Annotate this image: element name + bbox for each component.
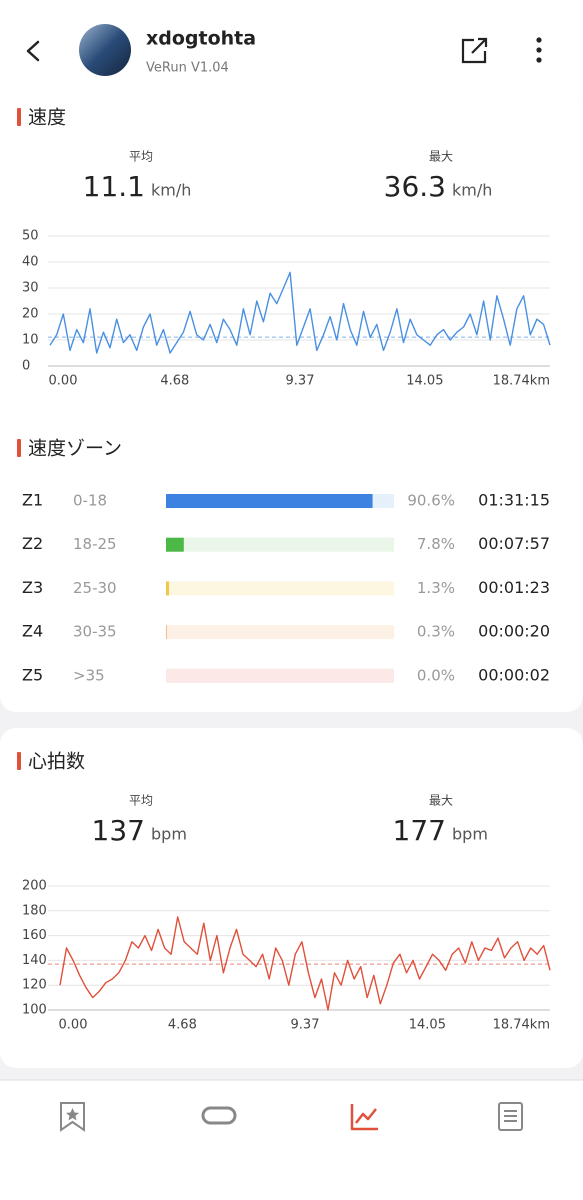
y-tick-label: 160 <box>22 928 47 943</box>
speed-chart: 0 10 20 30 40 50 0.00 4.68 9.37 14.05 18.74km <box>22 229 551 389</box>
section-marker <box>17 108 21 126</box>
stat-label: 平均 <box>129 794 153 808</box>
y-tick-label: 20 <box>22 307 39 322</box>
zone-time: 00:01:23 <box>478 578 550 597</box>
back-button[interactable] <box>26 40 40 62</box>
zone-bar <box>166 625 167 640</box>
share-button[interactable] <box>461 37 488 64</box>
stat-label: 最大 <box>429 150 453 164</box>
section-marker <box>17 752 21 770</box>
zone-percent: 90.6% <box>407 492 455 510</box>
stat-value: 137 <box>92 814 145 847</box>
tab-bar <box>0 1080 583 1200</box>
tab-link[interactable] <box>201 1106 237 1125</box>
user-name: xdogtohta <box>146 28 256 50</box>
speed-card <box>0 88 583 712</box>
zone-time: 00:00:02 <box>478 665 550 684</box>
more-button[interactable] <box>536 37 542 63</box>
zone-bar <box>166 537 184 552</box>
y-tick-label: 140 <box>22 953 47 968</box>
stat-label: 平均 <box>129 150 153 164</box>
zone-range: 18-25 <box>73 535 117 553</box>
zone-name: Z1 <box>22 491 43 510</box>
x-tick-label: 18.74km <box>493 374 550 389</box>
zone-name: Z4 <box>22 622 43 641</box>
zone-bar <box>166 581 169 596</box>
zone-track <box>166 625 394 640</box>
stat-value: 11.1 <box>83 170 145 203</box>
y-tick-label: 40 <box>22 255 39 270</box>
tab-report[interactable] <box>498 1102 523 1131</box>
stat-unit: km/h <box>452 181 492 200</box>
stat-unit: km/h <box>151 181 191 200</box>
x-tick-label: 4.68 <box>160 374 189 389</box>
section-title: 心拍数 <box>28 751 85 773</box>
section-title: 速度 <box>28 107 66 129</box>
zone-percent: 0.0% <box>417 666 455 684</box>
data-line <box>49 271 551 354</box>
x-tick-label: 18.74km <box>493 1018 550 1033</box>
data-line <box>59 916 551 1011</box>
zone-percent: 7.8% <box>417 535 455 553</box>
zone-percent: 1.3% <box>417 579 455 597</box>
zone-name: Z3 <box>22 578 43 597</box>
y-tick-label: 120 <box>22 978 47 993</box>
section-title: 速度ゾーン <box>28 438 122 460</box>
heart-card <box>0 728 583 1068</box>
stat-unit: bpm <box>452 825 488 844</box>
y-tick-label: 30 <box>22 281 39 296</box>
heart-chart: 100 120 140 160 180 200 0.00 4.68 9.37 14.05 18.74… <box>22 879 551 1033</box>
x-tick-label: 0.00 <box>59 1018 88 1033</box>
zone-percent: 0.3% <box>417 623 455 641</box>
zone-list: Z1 0-18 90.6% 01:31:15 Z2 18-25 7.8% 00:07:57 Z3… <box>22 491 550 685</box>
zone-name: Z2 <box>22 534 43 553</box>
avatar[interactable] <box>79 24 131 76</box>
zone-time: 00:07:57 <box>478 534 550 553</box>
x-tick-label: 9.37 <box>291 1018 320 1033</box>
y-tick-label: 0 <box>22 359 30 374</box>
zone-name: Z5 <box>22 665 43 684</box>
stat-value: 177 <box>393 814 446 847</box>
zone-time: 00:00:20 <box>478 622 550 641</box>
zone-range: 30-35 <box>73 623 117 641</box>
y-tick-label: 50 <box>22 229 39 244</box>
zone-bar <box>166 494 373 508</box>
y-tick-label: 100 <box>22 1003 47 1018</box>
stat-unit: bpm <box>151 825 187 844</box>
zone-time: 01:31:15 <box>478 491 550 510</box>
y-tick-label: 180 <box>22 903 47 918</box>
x-tick-label: 0.00 <box>49 374 78 389</box>
zone-track <box>166 537 394 552</box>
tab-chart[interactable] <box>350 1104 378 1131</box>
zone-range: 0-18 <box>73 492 107 510</box>
zone-track <box>166 581 394 596</box>
stat-value: 36.3 <box>384 170 446 203</box>
zone-range: >35 <box>73 666 105 684</box>
x-tick-label: 9.37 <box>286 374 315 389</box>
x-tick-label: 14.05 <box>406 374 443 389</box>
tab-bookmark[interactable] <box>60 1102 85 1132</box>
y-tick-label: 200 <box>22 879 47 894</box>
zone-range: 25-30 <box>73 579 117 597</box>
x-tick-label: 4.68 <box>168 1018 197 1033</box>
app-version: VeRun V1.04 <box>146 61 229 76</box>
section-marker <box>17 439 21 457</box>
zone-track <box>166 668 394 683</box>
stat-label: 最大 <box>429 794 453 808</box>
x-tick-label: 14.05 <box>409 1018 446 1033</box>
y-tick-label: 10 <box>22 333 39 348</box>
